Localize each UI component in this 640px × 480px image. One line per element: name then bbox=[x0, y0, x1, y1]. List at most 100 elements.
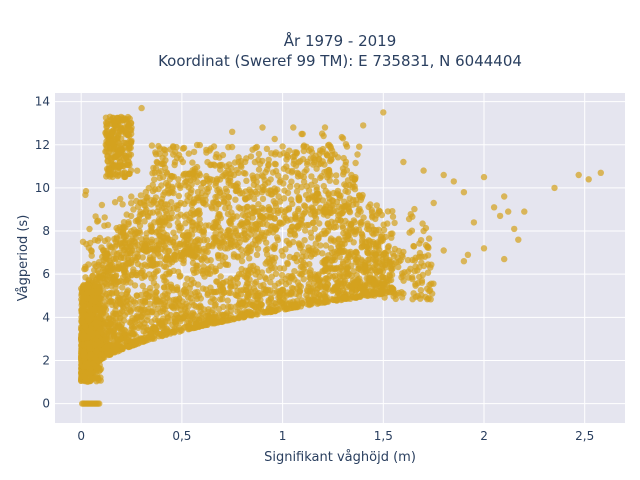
data-point bbox=[168, 189, 175, 196]
outlier-point bbox=[400, 290, 407, 297]
data-point bbox=[364, 248, 371, 255]
data-point bbox=[137, 291, 145, 299]
data-point bbox=[313, 184, 320, 191]
data-point bbox=[342, 141, 350, 148]
data-point bbox=[349, 184, 356, 191]
data-point bbox=[137, 192, 145, 199]
data-point bbox=[305, 147, 313, 154]
data-point bbox=[174, 286, 181, 293]
data-point bbox=[178, 303, 186, 310]
data-point bbox=[197, 221, 204, 228]
data-point bbox=[278, 299, 285, 306]
data-point bbox=[125, 130, 132, 138]
data-point bbox=[248, 221, 256, 228]
data-point bbox=[214, 175, 221, 183]
x-tick-label: 1 bbox=[279, 429, 287, 443]
data-point bbox=[389, 213, 397, 220]
data-point bbox=[325, 252, 332, 259]
data-point bbox=[101, 279, 109, 287]
data-point bbox=[108, 131, 115, 139]
data-point bbox=[239, 211, 246, 218]
data-point bbox=[217, 214, 224, 222]
data-point bbox=[161, 189, 169, 196]
data-point bbox=[128, 317, 136, 325]
outlier-point bbox=[329, 197, 337, 204]
data-point bbox=[228, 281, 235, 289]
data-point bbox=[165, 181, 172, 188]
data-point bbox=[184, 197, 191, 204]
data-point bbox=[194, 188, 201, 196]
data-point bbox=[265, 297, 272, 304]
data-point bbox=[316, 276, 324, 283]
data-point bbox=[82, 187, 90, 195]
data-point bbox=[321, 230, 328, 238]
data-point bbox=[163, 169, 170, 176]
data-point bbox=[166, 268, 173, 276]
data-point bbox=[121, 155, 128, 162]
data-point bbox=[308, 234, 315, 241]
data-point bbox=[117, 336, 125, 343]
data-point bbox=[350, 268, 357, 275]
data-points bbox=[78, 113, 437, 407]
data-point bbox=[319, 158, 326, 165]
data-point bbox=[236, 222, 243, 229]
data-point bbox=[161, 290, 169, 298]
data-point bbox=[270, 259, 277, 266]
data-point bbox=[196, 216, 203, 223]
data-point bbox=[187, 290, 195, 298]
data-point bbox=[201, 320, 208, 328]
data-point bbox=[292, 162, 300, 169]
y-axis-label: Vågperiod (s) bbox=[16, 215, 31, 302]
data-point bbox=[121, 170, 128, 177]
data-point bbox=[221, 245, 229, 252]
outlier-point bbox=[515, 236, 522, 243]
data-point bbox=[279, 143, 286, 150]
data-point bbox=[331, 253, 338, 261]
data-point bbox=[134, 241, 141, 248]
data-point bbox=[255, 305, 263, 312]
data-point bbox=[243, 155, 250, 162]
data-point bbox=[210, 143, 218, 150]
data-point bbox=[182, 182, 189, 189]
data-point bbox=[148, 201, 155, 208]
data-point bbox=[305, 195, 312, 202]
data-point bbox=[167, 281, 175, 288]
data-point bbox=[424, 244, 431, 251]
data-point bbox=[120, 223, 127, 230]
data-point bbox=[397, 257, 404, 264]
data-point bbox=[118, 254, 125, 262]
data-point bbox=[157, 160, 165, 167]
data-point bbox=[256, 273, 263, 280]
data-point bbox=[185, 170, 192, 178]
data-point bbox=[107, 244, 115, 251]
data-point bbox=[289, 200, 296, 208]
data-point bbox=[111, 153, 119, 160]
data-point bbox=[119, 201, 126, 208]
outlier-point bbox=[400, 158, 407, 166]
data-point bbox=[244, 290, 252, 297]
data-point bbox=[336, 270, 343, 277]
data-point bbox=[294, 207, 302, 214]
data-point bbox=[358, 237, 366, 244]
data-point bbox=[308, 173, 315, 180]
data-point bbox=[173, 311, 181, 319]
data-point bbox=[102, 129, 109, 137]
data-point bbox=[198, 184, 205, 191]
data-point bbox=[130, 266, 137, 273]
data-point bbox=[97, 365, 105, 373]
data-point bbox=[353, 200, 360, 208]
data-point bbox=[300, 143, 307, 150]
data-point bbox=[143, 230, 150, 237]
data-point bbox=[317, 242, 324, 249]
data-point bbox=[301, 202, 308, 209]
data-point bbox=[207, 257, 214, 264]
data-point bbox=[333, 296, 340, 303]
data-point bbox=[412, 280, 419, 288]
data-point bbox=[120, 228, 127, 236]
data-point bbox=[376, 208, 383, 215]
data-point bbox=[163, 253, 171, 261]
data-point bbox=[339, 286, 347, 293]
data-point bbox=[101, 237, 109, 245]
outlier-point bbox=[480, 245, 488, 252]
data-point bbox=[129, 330, 137, 337]
